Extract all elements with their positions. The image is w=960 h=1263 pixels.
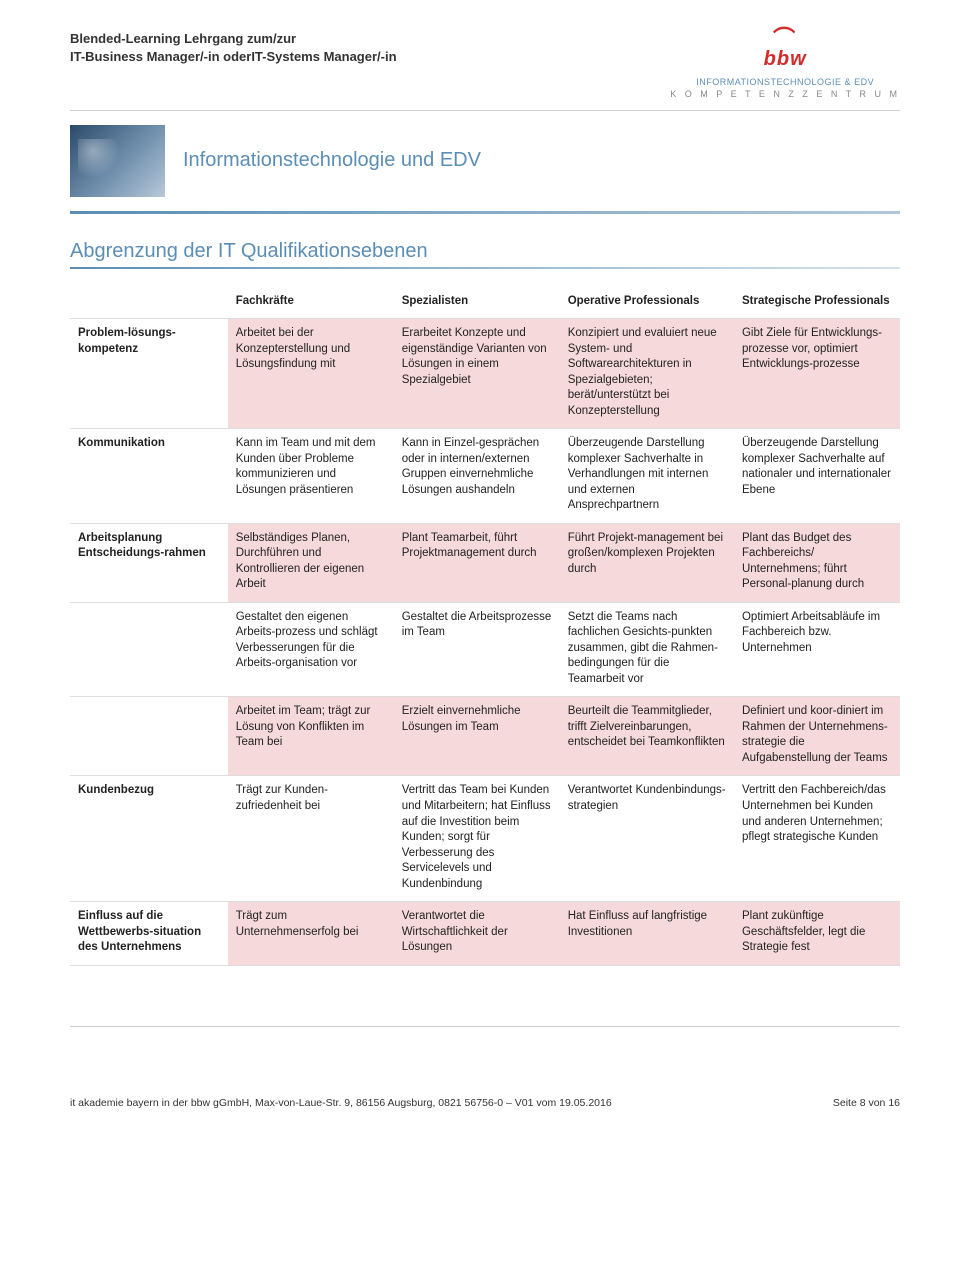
footer-left: it akademie bayern in der bbw gGmbH, Max… xyxy=(70,1097,612,1109)
table-cell: Vertritt das Team bei Kunden und Mitarbe… xyxy=(394,776,560,902)
table-cell: Plant Teamarbeit, führt Projektmanagemen… xyxy=(394,523,560,602)
col-header-1: Fachkräfte xyxy=(228,287,394,319)
table-cell: Führt Projekt-management bei großen/komp… xyxy=(560,523,734,602)
table-cell: Definiert und koor-diniert im Rahmen der… xyxy=(734,697,900,776)
table-cell: Arbeitet bei der Konzepterstellung und L… xyxy=(228,319,394,429)
table-cell: Trägt zum Unternehmenserfolg bei xyxy=(228,902,394,966)
table-cell: Kann in Einzel-gesprächen oder in intern… xyxy=(394,429,560,524)
table-header-row: Fachkräfte Spezialisten Operative Profes… xyxy=(70,287,900,319)
section-title: Abgrenzung der IT Qualifikationsebenen xyxy=(70,240,900,263)
table-row: KommunikationKann im Team und mit dem Ku… xyxy=(70,429,900,524)
table-cell: Gestaltet den eigenen Arbeits-prozess un… xyxy=(228,602,394,697)
row-label xyxy=(70,602,228,697)
table-cell: Kann im Team und mit dem Kunden über Pro… xyxy=(228,429,394,524)
page-header: Blended-Learning Lehrgang zum/zur IT-Bus… xyxy=(70,30,900,100)
table-row: Arbeitet im Team; trägt zur Lösung von K… xyxy=(70,697,900,776)
header-title-block: Blended-Learning Lehrgang zum/zur IT-Bus… xyxy=(70,30,397,66)
section-underline xyxy=(70,267,900,269)
table-cell: Beurteilt die Teammitglieder, trifft Zie… xyxy=(560,697,734,776)
table-cell: Verantwortet die Wirtschaftlichkeit der … xyxy=(394,902,560,966)
table-cell: Selbständiges Planen, Durchführen und Ko… xyxy=(228,523,394,602)
row-label xyxy=(70,697,228,776)
col-header-4: Strategische Professionals xyxy=(734,287,900,319)
table-row: Gestaltet den eigenen Arbeits-prozess un… xyxy=(70,602,900,697)
logo-arc-icon: ⌒ xyxy=(670,30,900,48)
table-cell: Gestaltet die Arbeitsprozesse im Team xyxy=(394,602,560,697)
banner-underline xyxy=(70,211,900,214)
divider xyxy=(70,110,900,111)
page-footer: it akademie bayern in der bbw gGmbH, Max… xyxy=(70,1097,900,1109)
col-header-3: Operative Professionals xyxy=(560,287,734,319)
table-row: Einfluss auf die Wettbewerbs-situation d… xyxy=(70,902,900,966)
row-label: Kundenbezug xyxy=(70,776,228,902)
header-line-1: Blended-Learning Lehrgang zum/zur xyxy=(70,30,397,48)
table-cell: Erzielt einvernehmliche Lösungen im Team xyxy=(394,697,560,776)
row-label: Arbeitsplanung Entscheidungs-rahmen xyxy=(70,523,228,602)
table-row: Problem-lösungs-kompetenzArbeitet bei de… xyxy=(70,319,900,429)
header-line-2: IT-Business Manager/-in oderIT-Systems M… xyxy=(70,48,397,66)
banner: Informationstechnologie und EDV xyxy=(70,125,900,197)
logo-block: ⌒ bbw INFORMATIONSTECHNOLOGIE & EDV K O … xyxy=(670,30,900,100)
footer-right: Seite 8 von 16 xyxy=(833,1097,900,1109)
table-row: Arbeitsplanung Entscheidungs-rahmenSelbs… xyxy=(70,523,900,602)
table-cell: Konzipiert und evaluiert neue System- un… xyxy=(560,319,734,429)
row-label: Problem-lösungs-kompetenz xyxy=(70,319,228,429)
table-cell: Arbeitet im Team; trägt zur Lösung von K… xyxy=(228,697,394,776)
table-cell: Setzt die Teams nach fachlichen Gesichts… xyxy=(560,602,734,697)
table-cell: Plant zukünftige Geschäftsfelder, legt d… xyxy=(734,902,900,966)
table-cell: Trägt zur Kunden-zufriedenheit bei xyxy=(228,776,394,902)
table-cell: Optimiert Arbeitsabläufe im Fachbereich … xyxy=(734,602,900,697)
logo-subtitle-2: K O M P E T E N Z Z E N T R U M xyxy=(670,89,900,99)
table-row: KundenbezugTrägt zur Kunden-zufriedenhei… xyxy=(70,776,900,902)
logo-subtitle-1: INFORMATIONSTECHNOLOGIE & EDV xyxy=(670,77,900,87)
table-cell: Gibt Ziele für Entwicklungs-prozesse vor… xyxy=(734,319,900,429)
banner-title: Informationstechnologie und EDV xyxy=(183,149,481,172)
qualification-table: Fachkräfte Spezialisten Operative Profes… xyxy=(70,287,900,966)
table-cell: Verantwortet Kundenbindungs-strategien xyxy=(560,776,734,902)
logo-brand: bbw xyxy=(670,48,900,71)
table-cell: Überzeugende Darstellung komplexer Sachv… xyxy=(734,429,900,524)
col-header-0 xyxy=(70,287,228,319)
banner-photo xyxy=(70,125,165,197)
col-header-2: Spezialisten xyxy=(394,287,560,319)
row-label: Einfluss auf die Wettbewerbs-situation d… xyxy=(70,902,228,966)
row-label: Kommunikation xyxy=(70,429,228,524)
table-cell: Vertritt den Fachbereich/das Unternehmen… xyxy=(734,776,900,902)
footer-divider xyxy=(70,1026,900,1027)
table-cell: Erarbeitet Konzepte und eigenständige Va… xyxy=(394,319,560,429)
table-cell: Hat Einfluss auf langfristige Investitio… xyxy=(560,902,734,966)
table-cell: Plant das Budget des Fachbereichs/ Unter… xyxy=(734,523,900,602)
table-cell: Überzeugende Darstellung komplexer Sachv… xyxy=(560,429,734,524)
